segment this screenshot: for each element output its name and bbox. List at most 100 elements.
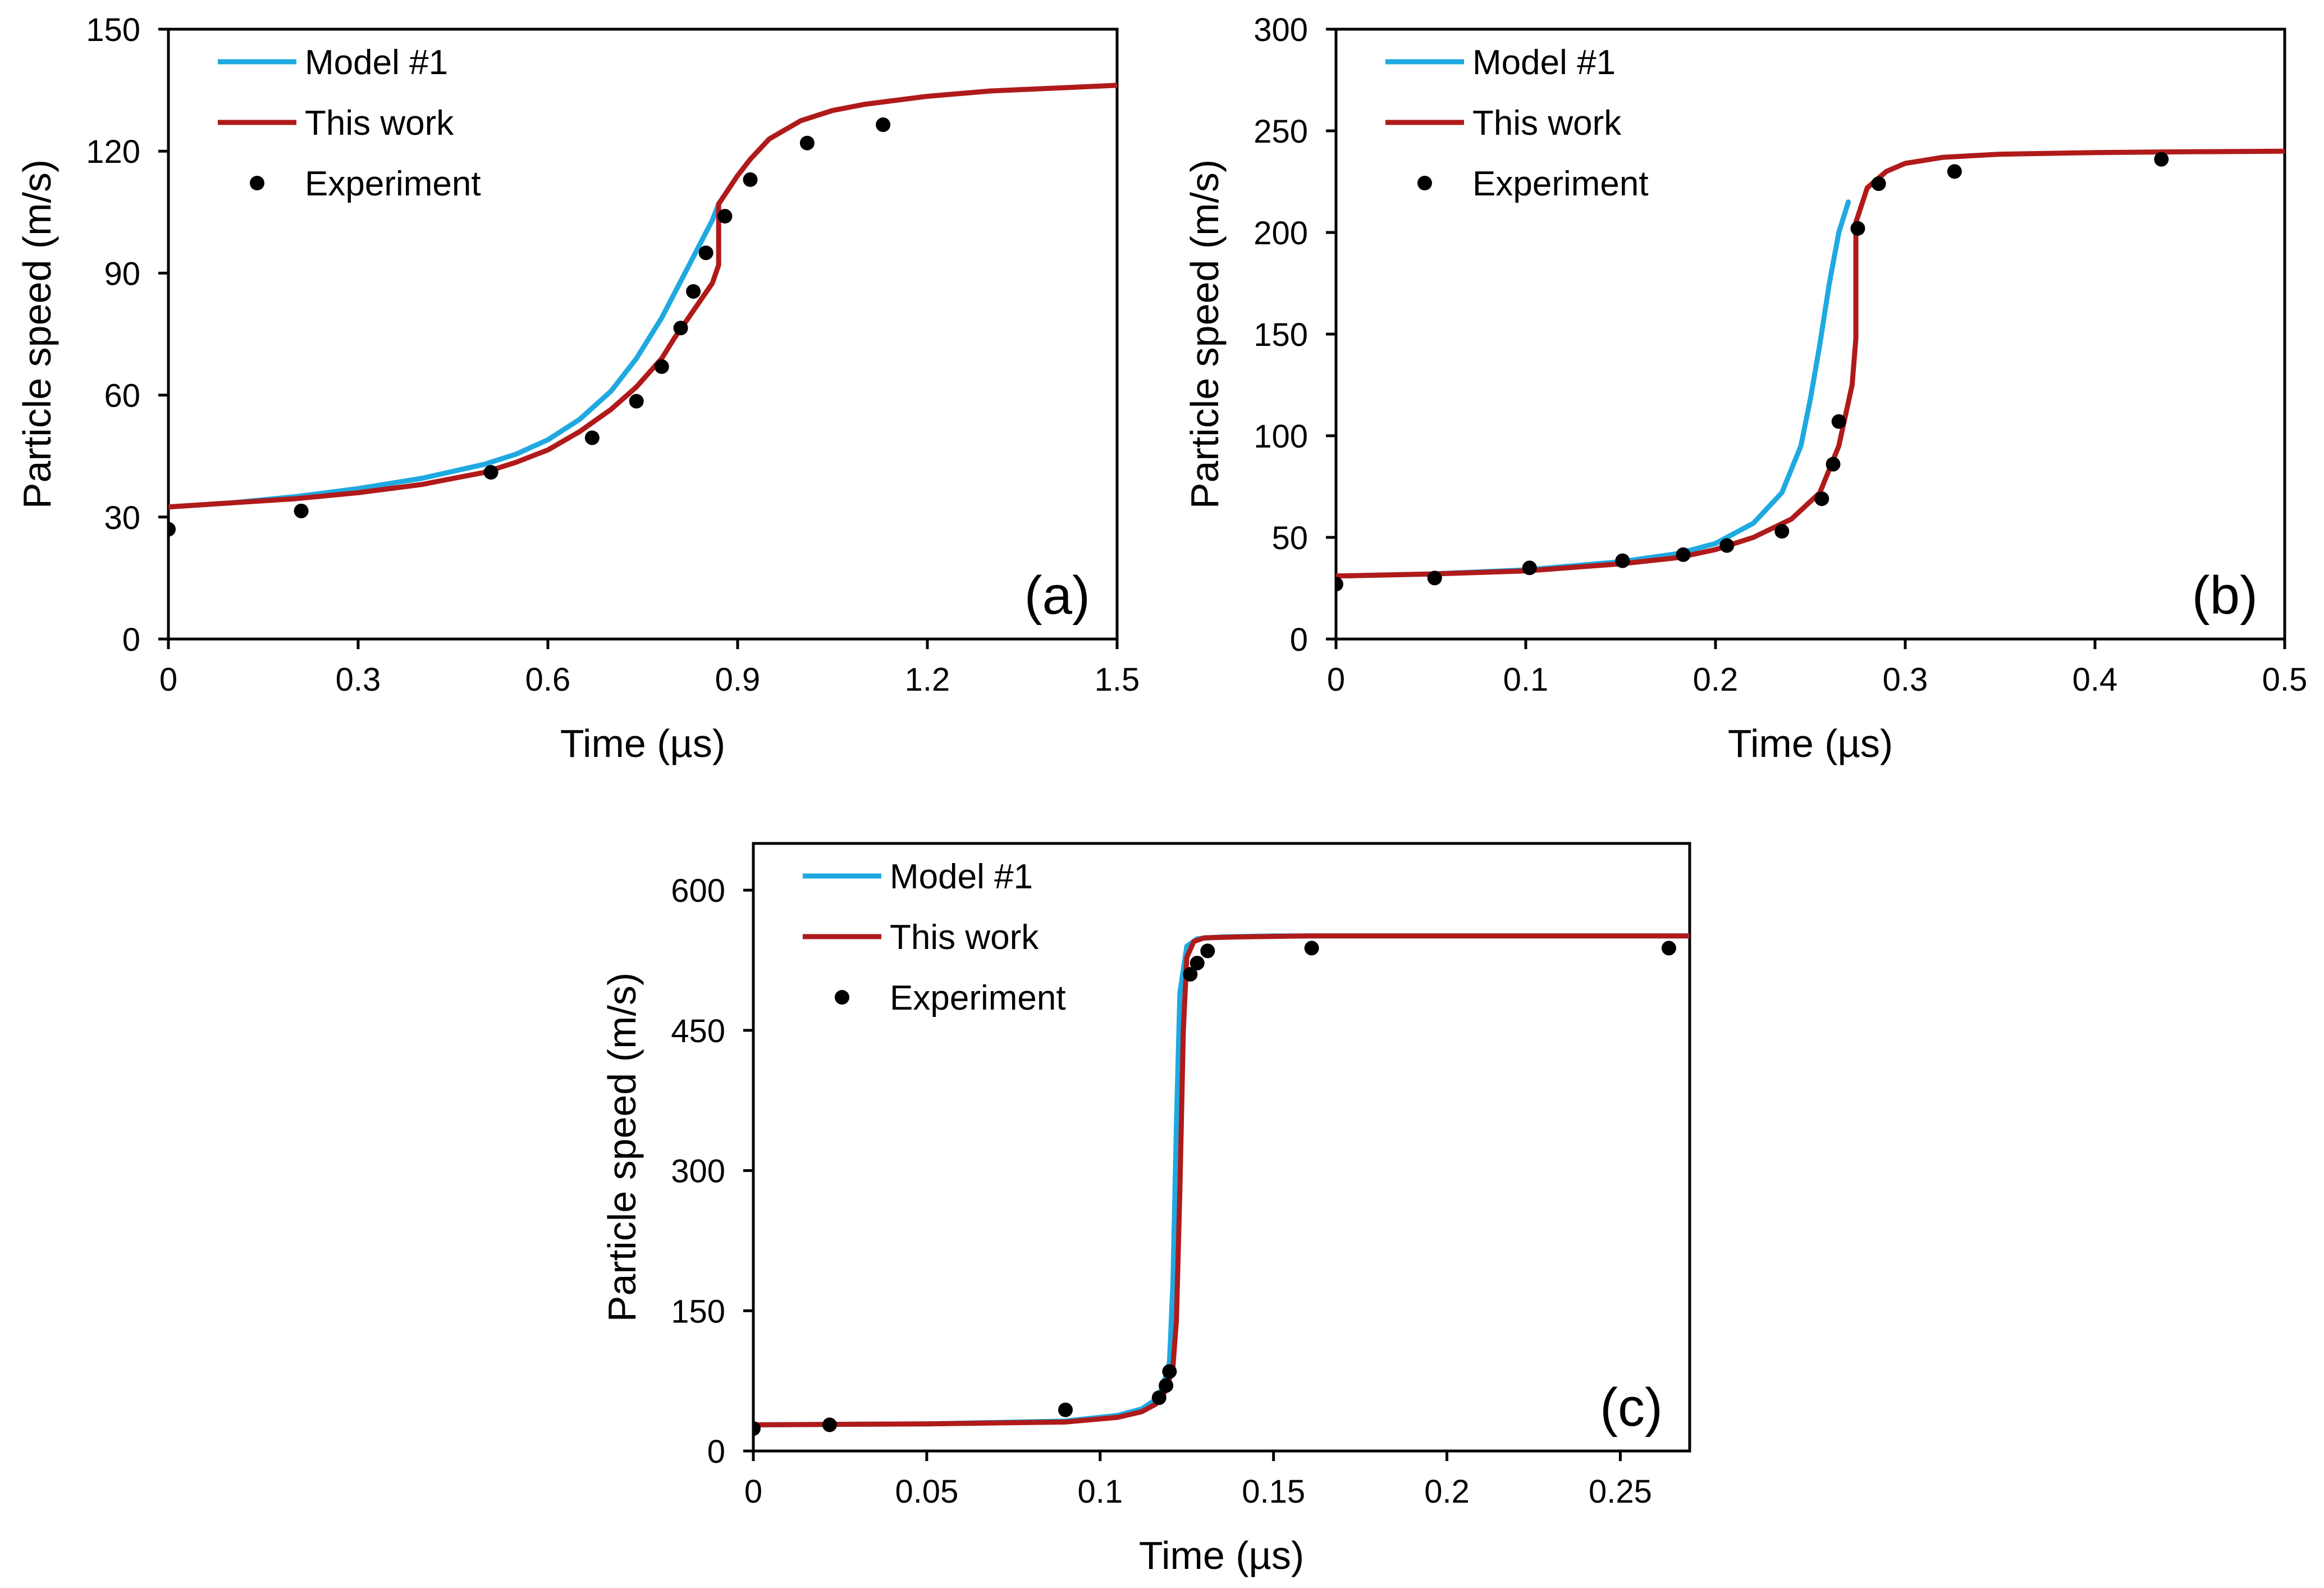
data-point (1151, 1390, 1166, 1406)
data-point (294, 503, 309, 518)
series-line-this-work (753, 933, 1690, 1427)
data-point (1190, 956, 1205, 971)
x-tick-label: 0 (744, 1473, 762, 1510)
data-point (717, 209, 733, 224)
data-point (1814, 491, 1829, 506)
data-point (654, 359, 669, 374)
chart-panel-a: 0 0.3 0.6 0.9 1.2 1.5 0 30 60 90 120 150 Time (µs) Pa… (15, 12, 1140, 765)
data-point (1676, 547, 1691, 562)
data-point (686, 284, 701, 299)
legend-label: Experiment (1472, 165, 1649, 203)
x-tick-label: 0.3 (1883, 661, 1928, 698)
data-point (1200, 943, 1215, 959)
y-tick-label: 200 (1254, 215, 1308, 252)
y-tick-label: 60 (104, 378, 140, 414)
plot-data (753, 933, 1690, 1436)
plot-data (1336, 148, 2285, 592)
plot-data (168, 83, 1117, 537)
panel-label: (b) (2192, 565, 2258, 626)
data-point (822, 1417, 837, 1432)
data-point (629, 394, 644, 409)
data-point (1058, 1402, 1073, 1417)
data-point (168, 522, 176, 537)
panel-label: (c) (1600, 1377, 1663, 1438)
data-point (743, 172, 758, 187)
x-axis-title: Time (µs) (560, 722, 725, 765)
y-tick-label: 250 (1254, 113, 1308, 150)
data-point (1826, 457, 1841, 472)
panel-label: (a) (1024, 565, 1090, 626)
legend-swatch-marker (250, 176, 264, 190)
legend-label: This work (1472, 104, 1622, 143)
data-point (1661, 941, 1676, 956)
data-point (1831, 414, 1846, 429)
x-tick-label: 0 (159, 661, 177, 698)
legend: Model #1 This work Experiment (218, 43, 481, 203)
chart-panel-b: 0 0.1 0.2 0.3 0.4 0.5 0 50 100 150 200 250 300 Time (… (1183, 12, 2307, 765)
x-tick-label: 0.6 (525, 661, 571, 698)
legend-label: Experiment (305, 165, 481, 203)
data-point (876, 117, 891, 133)
data-point (698, 245, 713, 261)
data-point (673, 321, 688, 336)
legend-label: Model #1 (890, 857, 1033, 896)
y-tick-label: 30 (104, 500, 140, 536)
y-tick-label: 120 (86, 134, 140, 170)
y-tick-label: 600 (671, 873, 725, 909)
y-axis-title: Particle speed (m/s) (15, 159, 59, 509)
y-tick-label: 90 (104, 255, 140, 292)
x-tick-label: 0.4 (2073, 661, 2118, 698)
y-tick-label: 0 (707, 1434, 725, 1470)
chart-panel-c: 0 0.05 0.1 0.15 0.2 0.25 0 150 300 450 600 Time (µs… (600, 842, 1691, 1577)
y-axis-title: Particle speed (m/s) (600, 973, 644, 1322)
y-axis-title: Particle speed (m/s) (1183, 159, 1227, 509)
series-line-model-1 (168, 201, 721, 510)
data-point (799, 135, 815, 150)
y-tick-label: 50 (1271, 520, 1308, 556)
x-tick-label: 1.2 (905, 661, 950, 698)
data-point (1850, 221, 1865, 236)
data-point (1427, 571, 1442, 586)
y-tick-label: 0 (122, 622, 140, 658)
y-tick-label: 450 (671, 1013, 725, 1049)
y-tick-label: 100 (1254, 418, 1308, 455)
data-point (1719, 538, 1735, 553)
legend-swatch-marker (835, 990, 849, 1005)
data-point (2154, 152, 2169, 167)
legend: Model #1 This work Experiment (803, 857, 1066, 1017)
data-point (1159, 1378, 1174, 1393)
x-tick-label: 0.05 (895, 1473, 958, 1510)
data-point (1183, 967, 1198, 982)
y-tick-label: 150 (86, 12, 140, 48)
data-point (483, 465, 498, 480)
legend-label: Experiment (890, 979, 1066, 1017)
x-tick-label: 0.3 (336, 661, 381, 698)
data-point (1947, 164, 1962, 179)
x-tick-label: 0.2 (1693, 661, 1739, 698)
x-tick-label: 0.1 (1077, 1473, 1123, 1510)
y-tick-label: 0 (1290, 622, 1308, 658)
x-tick-label: 0.1 (1503, 661, 1549, 698)
data-point (1336, 577, 1343, 592)
data-point (753, 1421, 761, 1436)
data-point (1774, 524, 1790, 539)
y-tick-label: 150 (671, 1293, 725, 1330)
legend-label: This work (890, 918, 1039, 957)
data-point (1304, 941, 1319, 956)
legend-label: Model #1 (1472, 43, 1616, 82)
data-point (584, 430, 600, 445)
legend: Model #1 This work Experiment (1385, 43, 1649, 203)
data-point (1615, 553, 1630, 568)
legend-label: This work (305, 104, 454, 143)
plot-frame (752, 842, 1691, 1453)
x-axis-title: Time (µs) (1728, 722, 1893, 765)
x-tick-label: 0.5 (2262, 661, 2308, 698)
series-line-this-work (168, 83, 1117, 510)
y-tick-label: 300 (1254, 12, 1308, 48)
y-tick-label: 300 (671, 1153, 725, 1190)
x-tick-label: 0.25 (1589, 1473, 1652, 1510)
legend-swatch-marker (1417, 176, 1432, 190)
x-tick-label: 1.5 (1095, 661, 1140, 698)
series-line-this-work (1336, 148, 2285, 579)
